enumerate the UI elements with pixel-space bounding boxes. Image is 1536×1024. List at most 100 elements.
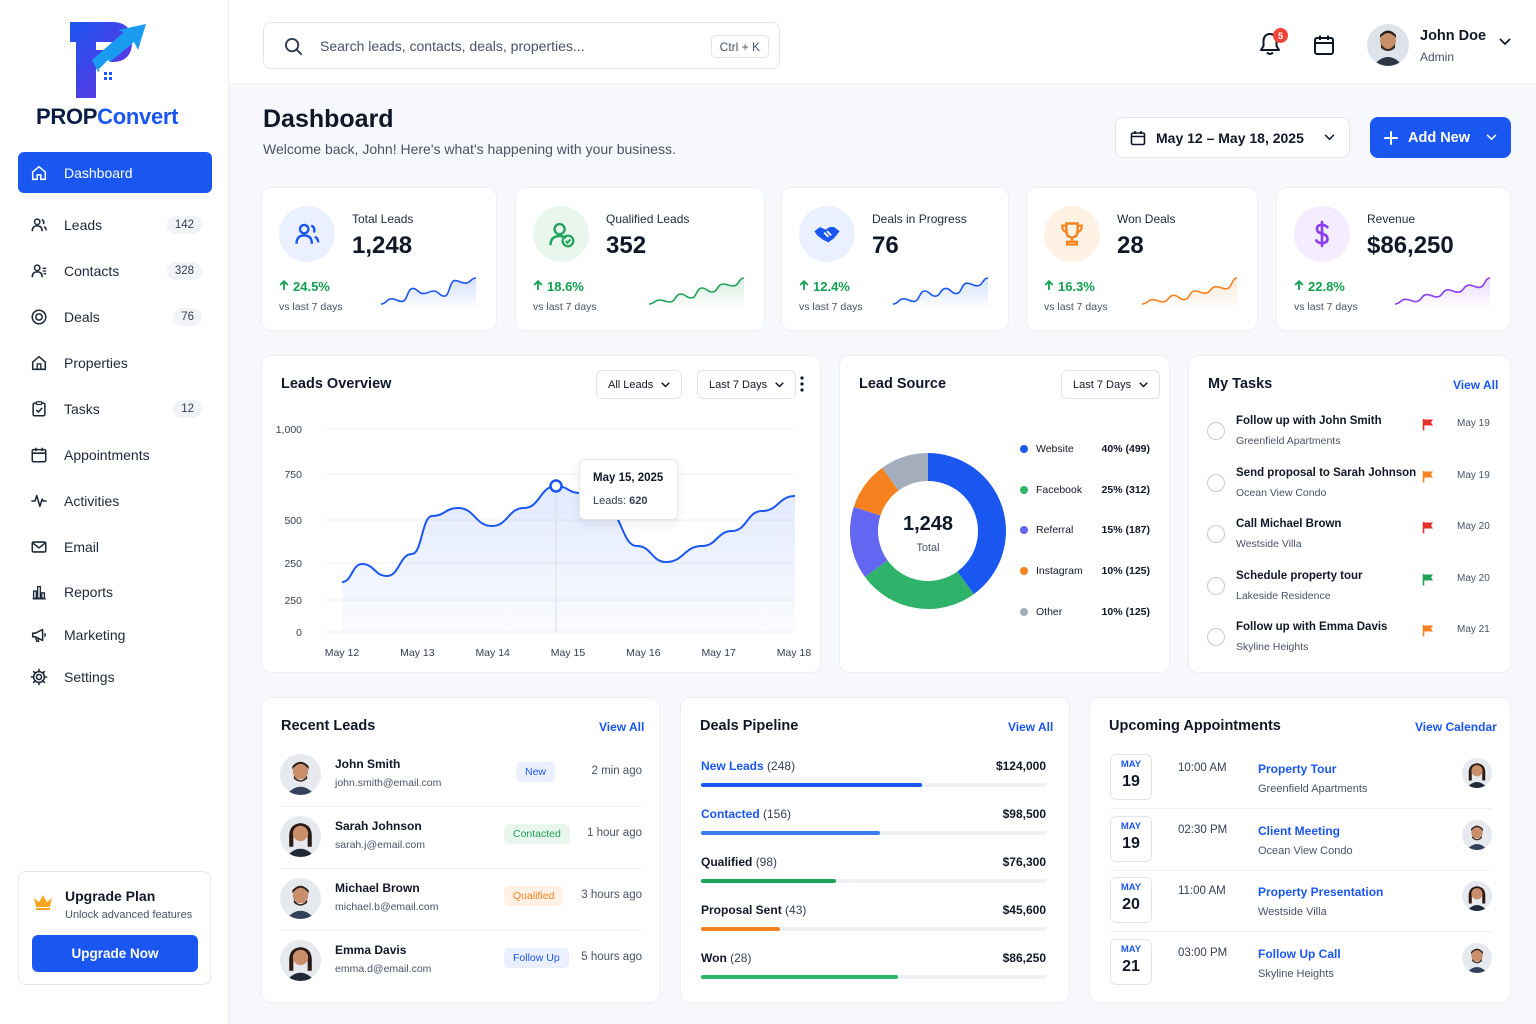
task-item[interactable]: Follow up with John Smith Greenfield Apa… xyxy=(1207,415,1499,463)
plus-icon xyxy=(1384,130,1398,145)
sidebar-item-marketing[interactable]: Marketing xyxy=(18,614,212,655)
lead-time: 5 hours ago xyxy=(581,951,642,963)
recent-lead-row[interactable]: Emma Davis emma.d@email.com Follow Up 5 … xyxy=(280,936,642,988)
legend-value: 25% (312) xyxy=(1101,484,1150,496)
tasks-view-all-link[interactable]: View All xyxy=(1453,378,1499,392)
pipeline-stage[interactable]: Qualified (98) $76,300 xyxy=(701,855,1046,885)
appointment-item[interactable]: MAY 21 03:00 PM Follow Up Call Skyline H… xyxy=(1110,938,1492,989)
sidebar-item-deals[interactable]: Deals 76 xyxy=(18,296,212,337)
upgrade-now-button[interactable]: Upgrade Now xyxy=(32,935,198,972)
donut-slice-instagram[interactable] xyxy=(853,467,899,516)
user-menu[interactable]: John Doe Admin xyxy=(1367,22,1527,68)
stat-compare: vs last 7 days xyxy=(799,301,863,313)
more-vertical-icon[interactable] xyxy=(799,376,805,392)
pipeline-view-all-link[interactable]: View All xyxy=(1008,720,1054,734)
calendar-icon[interactable] xyxy=(1313,34,1335,56)
sidebar-item-label: Settings xyxy=(64,668,115,685)
leads-filter-dropdown[interactable]: All Leads xyxy=(596,370,683,399)
recent-lead-row[interactable]: Sarah Johnson sarah.j@email.com Contacte… xyxy=(280,812,642,864)
pipeline-stage[interactable]: Won (28) $86,250 xyxy=(701,951,1046,981)
appointment-title[interactable]: Property Tour xyxy=(1258,762,1337,776)
stat-compare: vs last 7 days xyxy=(279,301,343,313)
sidebar-item-properties[interactable]: Properties xyxy=(18,342,212,383)
donut-slice-website[interactable] xyxy=(928,453,1006,595)
appointment-item[interactable]: MAY 20 11:00 AM Property Presentation We… xyxy=(1110,877,1492,927)
legend-item-website: Website 40% (499) xyxy=(1020,441,1150,457)
stat-card-revenue[interactable]: Revenue $86,250 22.8% vs last 7 days xyxy=(1276,187,1511,331)
brand-logo[interactable]: PROPConvert xyxy=(36,20,196,130)
lead-time: 1 hour ago xyxy=(587,827,642,839)
donut-slice-referral[interactable] xyxy=(850,506,888,577)
sidebar-item-appointments[interactable]: Appointments xyxy=(18,434,212,475)
lead-source-period-dropdown[interactable]: Last 7 Days xyxy=(1061,370,1161,399)
task-checkbox[interactable] xyxy=(1207,473,1225,492)
pipeline-stage[interactable]: New Leads (248) $124,000 xyxy=(701,759,1046,789)
pipeline-stage[interactable]: Contacted (156) $98,500 xyxy=(701,807,1046,837)
sidebar-item-label: Reports xyxy=(64,583,114,600)
task-item[interactable]: Follow up with Emma Davis Skyline Height… xyxy=(1207,621,1499,669)
stat-card-won-deals[interactable]: Won Deals 28 16.3% vs last 7 days xyxy=(1026,187,1258,331)
stage-name: Contacted (156) xyxy=(701,807,792,821)
sidebar-item-activities[interactable]: Activities xyxy=(18,480,212,521)
appointment-avatar xyxy=(1462,819,1492,850)
priority-flag-icon xyxy=(1422,625,1433,637)
sidebar-item-tasks[interactable]: Tasks 12 xyxy=(18,388,212,429)
lead-status-badge: Qualified xyxy=(504,886,564,906)
recent-leads-view-all-link[interactable]: View All xyxy=(599,720,645,734)
stage-progress-track xyxy=(701,975,1046,979)
add-new-button[interactable]: Add New xyxy=(1370,117,1511,158)
appointment-title[interactable]: Property Presentation xyxy=(1258,885,1384,899)
task-checkbox[interactable] xyxy=(1207,628,1225,646)
search-icon xyxy=(284,37,303,56)
leads-filter-label: All Leads xyxy=(608,378,654,391)
x-tick-label: May 18 xyxy=(777,647,812,659)
recent-lead-row[interactable]: Michael Brown michael.b@email.com Qualif… xyxy=(280,874,642,926)
appointment-title[interactable]: Client Meeting xyxy=(1258,823,1341,838)
legend-item-facebook: Facebook 25% (312) xyxy=(1020,482,1150,498)
appointment-item[interactable]: MAY 19 02:30 PM Client Meeting Ocean Vie… xyxy=(1110,815,1492,866)
date-range-picker[interactable]: May 12 – May 18, 2025 xyxy=(1115,117,1350,158)
appointment-title[interactable]: Follow Up Call xyxy=(1258,946,1341,961)
highlight-point[interactable] xyxy=(549,479,563,493)
task-checkbox[interactable] xyxy=(1207,576,1225,595)
donut-slice-other[interactable] xyxy=(882,453,928,491)
stage-progress-fill xyxy=(701,783,922,787)
sidebar-item-reports[interactable]: Reports xyxy=(18,571,212,612)
stat-change: 12.4% xyxy=(799,279,850,294)
search-bar[interactable]: Ctrl + K xyxy=(263,22,780,69)
sidebar-item-label: Appointments xyxy=(64,446,150,463)
task-item[interactable]: Schedule property tour Lakeside Residenc… xyxy=(1207,570,1499,618)
sidebar-item-leads[interactable]: Leads 142 xyxy=(18,204,212,245)
leads-period-dropdown[interactable]: Last 7 Days xyxy=(697,370,797,399)
recent-leads-title: Recent Leads xyxy=(281,718,376,734)
task-checkbox[interactable] xyxy=(1207,525,1225,543)
stat-card-total-leads[interactable]: Total Leads 1,248 24.5% vs last 7 days xyxy=(261,187,497,331)
task-checkbox[interactable] xyxy=(1207,422,1225,440)
recent-lead-row[interactable]: John Smith john.smith@email.com New 2 mi… xyxy=(280,750,642,802)
appointment-time: 11:00 AM xyxy=(1178,885,1226,897)
arrow-up-icon xyxy=(1044,279,1054,290)
view-calendar-link[interactable]: View Calendar xyxy=(1415,720,1497,734)
priority-flag-icon xyxy=(1422,419,1433,431)
sidebar-item-dashboard[interactable]: Dashboard xyxy=(18,152,212,193)
stage-value: $86,250 xyxy=(1002,951,1046,965)
donut-slice-facebook[interactable] xyxy=(864,560,974,609)
legend-value: 15% (187) xyxy=(1101,524,1150,536)
stat-card-deals-in-progress[interactable]: Deals in Progress 76 12.4% vs last 7 day… xyxy=(781,187,1009,331)
sidebar-item-email[interactable]: Email xyxy=(18,526,212,567)
stat-card-qualified-leads[interactable]: Qualified Leads 352 18.6% vs last 7 days xyxy=(515,187,765,331)
task-item[interactable]: Call Michael Brown Westside Villa May 20 xyxy=(1207,518,1499,566)
chevron-down-icon xyxy=(661,381,671,388)
pipeline-stage[interactable]: Proposal Sent (43) $45,600 xyxy=(701,903,1046,933)
appointment-day: 19 xyxy=(1122,834,1140,852)
appointment-item[interactable]: MAY 19 10:00 AM Property Tour Greenfield… xyxy=(1110,754,1492,804)
task-item[interactable]: Send proposal to Sarah Johnson Ocean Vie… xyxy=(1207,467,1499,515)
stage-name: Qualified (98) xyxy=(701,855,778,869)
appointment-day: 19 xyxy=(1122,773,1140,790)
sidebar-item-contacts[interactable]: Contacts 328 xyxy=(18,250,212,291)
notifications-button[interactable]: 5 xyxy=(1259,28,1288,61)
sidebar-item-settings[interactable]: Settings xyxy=(18,656,212,697)
search-input[interactable] xyxy=(320,35,700,57)
x-tick-label: May 15 xyxy=(551,647,586,659)
lead-email: john.smith@email.com xyxy=(335,777,442,789)
